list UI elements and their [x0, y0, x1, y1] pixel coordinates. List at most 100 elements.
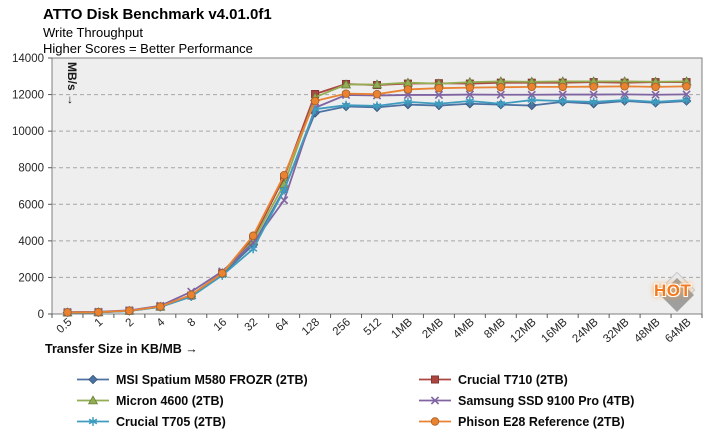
chart-tagline: Higher Scores = Better Performance — [43, 41, 253, 56]
marker-circle — [94, 307, 103, 317]
marker-asterisk — [88, 417, 98, 426]
chart-header: ATTO Disk Benchmark v4.01.0f1 Write Thro… — [43, 5, 272, 57]
x-tick-label: 8MB — [482, 316, 508, 341]
chart-subtitle: Write Throughput — [43, 25, 143, 40]
legend-item: MSI Spatium M580 FROZR (2TB) — [76, 369, 308, 390]
y-tick-label: 10000 — [12, 126, 44, 138]
marker-circle — [434, 83, 444, 93]
x-tick-label: 64MB — [663, 316, 694, 345]
watermark-text: HOT — [654, 281, 692, 300]
legend-swatch-square — [419, 375, 451, 384]
marker-circle — [682, 82, 691, 91]
marker-x — [589, 90, 598, 99]
marker-circle — [620, 82, 629, 91]
marker-asterisk — [651, 97, 660, 107]
marker-x — [527, 90, 536, 99]
x-tick-label: 12MB — [508, 316, 539, 345]
marker-circle — [248, 231, 258, 240]
x-axis-title: Transfer Size in KB/MB → — [45, 342, 198, 356]
x-tick-label: 128 — [300, 316, 322, 338]
y-tick-label: 8000 — [18, 163, 44, 175]
marker-circle — [187, 290, 196, 299]
x-tick-label: 8 — [186, 316, 199, 329]
legend-swatch-x — [419, 396, 451, 405]
marker-circle — [125, 306, 134, 315]
y-tick-label: 4000 — [18, 236, 44, 248]
x-tick-label: 512 — [362, 316, 384, 338]
marker-asterisk — [341, 100, 351, 110]
marker-circle — [310, 96, 320, 106]
legend-swatch-circle — [419, 417, 451, 426]
series-circle — [63, 82, 691, 317]
x-tick-label: 16 — [212, 316, 230, 333]
marker-x — [430, 396, 440, 405]
marker-asterisk — [589, 97, 598, 107]
legend-item: Phison E28 Reference (2TB) — [418, 411, 634, 432]
x-tick-label: 64 — [274, 316, 292, 334]
marker-x — [558, 90, 567, 99]
legend-label: Crucial T710 (2TB) — [458, 372, 568, 387]
x-tick-label: 0.5 — [55, 316, 75, 336]
x-tick-label: 48MB — [632, 316, 663, 345]
hothardware-hot-watermark: HOT — [651, 271, 703, 315]
marker-circle — [218, 269, 227, 278]
legend-item: Samsung SSD 9100 Pro (4TB) — [418, 390, 634, 411]
marker-asterisk — [403, 97, 413, 107]
x-tick-label: 2 — [124, 316, 137, 329]
y-tick-label: 14000 — [12, 53, 44, 65]
marker-asterisk — [465, 96, 475, 106]
marker-x — [651, 90, 660, 99]
marker-asterisk — [248, 244, 258, 254]
marker-circle — [403, 85, 413, 94]
marker-triangle — [371, 79, 383, 89]
marker-circle — [558, 82, 567, 92]
marker-x — [496, 90, 505, 99]
x-tick-label: 2MB — [420, 316, 446, 341]
legend-label: Samsung SSD 9100 Pro (4TB) — [458, 393, 635, 408]
marker-diamond — [88, 374, 98, 385]
y-tick-label: 6000 — [18, 199, 44, 211]
marker-circle — [279, 171, 289, 180]
marker-circle — [372, 90, 382, 99]
marker-circle — [589, 82, 598, 91]
x-tick-label: 32 — [243, 316, 261, 333]
marker-asterisk — [620, 95, 629, 105]
marker-x — [682, 90, 691, 99]
x-axis-labels: 0.5 1 2 4 8 16 32 64 128 256 512 1MB 2MB 4MB 8MB 12MB 16… — [51, 314, 703, 345]
marker-asterisk — [496, 99, 506, 109]
marker-circle — [63, 308, 72, 317]
marker-asterisk — [558, 96, 567, 106]
marker-triangle — [87, 395, 99, 405]
y-tick-label: 12000 — [12, 90, 44, 102]
legend-column-right: Crucial T710 (2TB) Samsung SSD 9100 Pro (… — [418, 369, 634, 432]
legend-column-left: MSI Spatium M580 FROZR (2TB) Micron 4600 … — [76, 369, 308, 432]
y-tick-label: 2000 — [18, 272, 44, 284]
marker-triangle — [340, 79, 352, 89]
legend-swatch-asterisk — [77, 417, 109, 426]
x-tick-label: 24MB — [570, 316, 601, 345]
x-tick-label: 4MB — [451, 316, 477, 341]
y-axis-title: MB/s → — [65, 62, 79, 106]
legend-label: Crucial T705 (2TB) — [116, 414, 226, 429]
legend-swatch-diamond — [77, 374, 109, 385]
legend-swatch-triangle — [77, 395, 109, 405]
marker-asterisk — [279, 185, 289, 195]
x-tick-label: 16MB — [539, 316, 570, 345]
marker-circle — [527, 82, 536, 92]
marker-square — [430, 375, 439, 384]
marker-circle — [341, 89, 351, 98]
marker-asterisk — [682, 95, 691, 105]
marker-x — [465, 90, 475, 99]
legend-label: MSI Spatium M580 FROZR (2TB) — [116, 372, 308, 387]
x-tick-label: 4 — [155, 316, 168, 330]
y-tick-label: 0 — [38, 309, 44, 321]
x-tick-label: 256 — [331, 316, 353, 338]
marker-x — [279, 196, 289, 205]
x-tick-label: 1 — [93, 316, 106, 329]
marker-circle — [496, 83, 506, 92]
marker-x — [434, 90, 444, 100]
y-axis-labels: 0 2000 4000 6000 8000 10000 12000 14000 — [12, 53, 44, 321]
legend-label: Micron 4600 (2TB) — [116, 393, 224, 408]
